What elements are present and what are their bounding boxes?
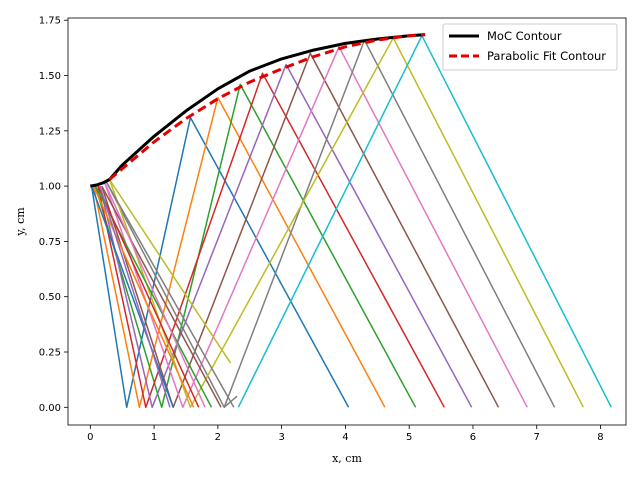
y-tick-label: 0.25 <box>39 348 61 359</box>
characteristic-line-4 <box>99 63 473 409</box>
x-tick-label: 5 <box>406 432 412 443</box>
characteristic-line-7 <box>105 39 556 409</box>
x-axis-ticks: 0 1 2 3 4 5 6 7 8 <box>87 425 604 443</box>
x-tick-label: 2 <box>215 432 221 443</box>
plot-frame <box>67 17 627 426</box>
characteristic-line-17 <box>105 181 235 408</box>
characteristic-line-1 <box>92 96 386 409</box>
y-tick-label: 0.00 <box>39 403 61 414</box>
characteristic-line-13 <box>97 185 200 408</box>
characteristic-line-19 <box>223 395 238 408</box>
legend-box <box>442 23 618 71</box>
x-tick-label: 8 <box>597 432 603 443</box>
y-tick-label: 1.00 <box>39 182 61 193</box>
y-tick-label: 1.75 <box>39 16 61 27</box>
x-tick-label: 4 <box>342 432 348 443</box>
x-tick-label: 1 <box>151 432 157 443</box>
characteristic-line-14 <box>99 185 171 408</box>
y-tick-label: 1.25 <box>39 126 61 137</box>
y-tick-label: 0.75 <box>39 237 61 248</box>
characteristic-line-6 <box>103 46 528 409</box>
characteristic-line-18 <box>108 179 232 364</box>
characteristic-lines <box>90 34 612 409</box>
x-tick-label: 3 <box>278 432 284 443</box>
legend-label-parabolic-fit: Parabolic Fit Contour <box>487 49 606 63</box>
moc-contour-line <box>90 33 426 188</box>
characteristic-line-3 <box>97 72 445 409</box>
characteristic-line-10 <box>90 185 174 408</box>
x-axis-label: x, cm <box>332 452 362 465</box>
characteristic-line-16 <box>103 181 206 408</box>
characteristic-line-8 <box>108 37 584 409</box>
legend-label-moc-contour: MoC Contour <box>487 29 562 43</box>
parabolic-fit-line <box>108 33 426 181</box>
x-tick-label: 6 <box>470 432 476 443</box>
contour-lines <box>90 33 426 188</box>
legend: MoC Contour Parabolic Fit Contour <box>442 23 618 71</box>
characteristic-line-11 <box>92 185 195 408</box>
characteristic-line-5 <box>101 52 500 409</box>
x-tick-label: 0 <box>87 432 93 443</box>
characteristic-line-2 <box>94 83 417 409</box>
y-axis-ticks: 0.00 0.25 0.50 0.75 1.00 1.25 1.50 1.75 <box>39 16 68 414</box>
x-tick-label: 7 <box>534 432 540 443</box>
y-tick-label: 1.50 <box>39 71 61 82</box>
characteristic-line-15 <box>101 185 222 408</box>
y-axis-label: y, cm <box>14 207 27 237</box>
y-tick-label: 0.50 <box>39 292 61 303</box>
